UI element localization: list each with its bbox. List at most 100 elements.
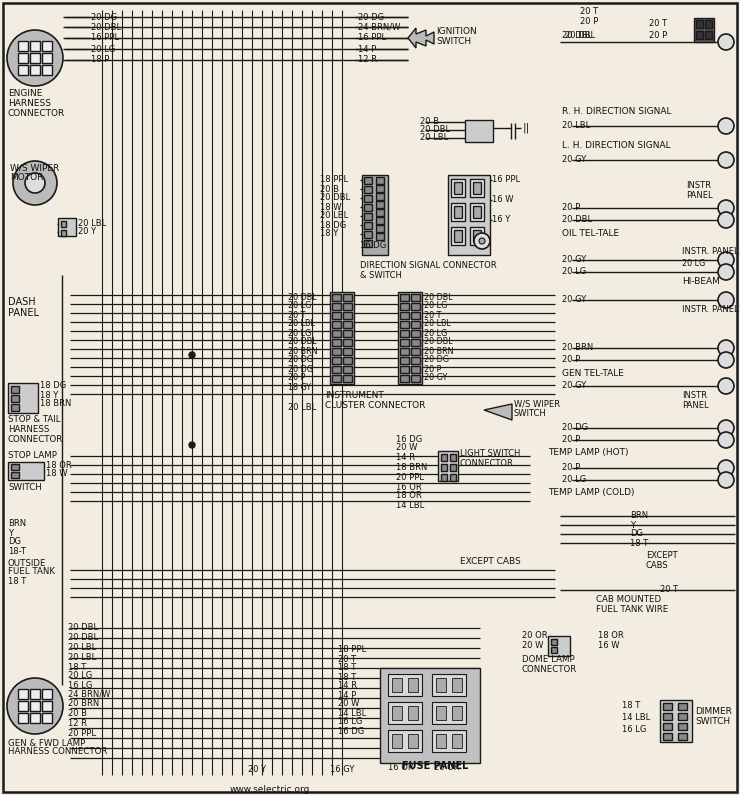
Text: TEMP LAMP (HOT): TEMP LAMP (HOT): [548, 448, 628, 456]
Bar: [450, 464, 456, 471]
Circle shape: [718, 460, 734, 476]
Bar: [705, 20, 712, 28]
Text: 20 LG: 20 LG: [562, 475, 586, 484]
Bar: [332, 348, 341, 355]
Text: 20 LBL: 20 LBL: [68, 642, 96, 651]
Text: CONNECTOR: CONNECTOR: [522, 665, 577, 674]
Text: 20 DBL: 20 DBL: [562, 30, 592, 40]
Text: 20 DG: 20 DG: [424, 355, 449, 364]
Bar: [376, 185, 384, 192]
Text: 20 DBL: 20 DBL: [68, 622, 98, 631]
Bar: [30, 713, 40, 723]
Text: 20 BRN: 20 BRN: [288, 347, 317, 355]
Bar: [11, 472, 19, 478]
Text: INSTR. PANEL: INSTR. PANEL: [682, 305, 739, 315]
Circle shape: [718, 34, 734, 50]
Text: 18 W: 18 W: [320, 203, 341, 211]
Text: 20 LG: 20 LG: [424, 301, 447, 311]
Bar: [343, 321, 352, 328]
Text: 20 LG: 20 LG: [288, 328, 312, 338]
Bar: [11, 464, 19, 470]
Text: 20 DG: 20 DG: [358, 13, 384, 21]
Text: STOP & TAIL: STOP & TAIL: [8, 416, 61, 425]
Bar: [392, 678, 402, 692]
Text: 16 Y: 16 Y: [492, 215, 511, 224]
Circle shape: [718, 292, 734, 308]
Text: DOME LAMP: DOME LAMP: [522, 656, 575, 665]
Text: 20 DBL: 20 DBL: [288, 338, 317, 347]
Bar: [436, 678, 446, 692]
Text: OUTSIDE: OUTSIDE: [8, 559, 47, 568]
Bar: [678, 723, 687, 730]
Bar: [42, 41, 52, 51]
Text: 20 GY: 20 GY: [424, 374, 447, 382]
Text: 20 LG: 20 LG: [288, 301, 312, 311]
Text: EXCEPT: EXCEPT: [646, 552, 678, 560]
Polygon shape: [408, 28, 434, 48]
Bar: [408, 678, 418, 692]
Bar: [473, 230, 481, 242]
Bar: [343, 348, 352, 355]
Bar: [473, 182, 481, 194]
Bar: [411, 357, 420, 364]
Text: SWITCH: SWITCH: [514, 409, 547, 418]
Text: 20 DBL: 20 DBL: [68, 633, 98, 642]
Text: CONNECTOR: CONNECTOR: [460, 459, 514, 467]
Text: 24 BRN/W: 24 BRN/W: [68, 689, 110, 699]
Text: 20 T: 20 T: [338, 654, 356, 664]
Bar: [705, 31, 712, 39]
Text: 20 DBL: 20 DBL: [562, 215, 592, 224]
Text: DIRECTION SIGNAL CONNECTOR: DIRECTION SIGNAL CONNECTOR: [360, 261, 497, 270]
Bar: [441, 464, 447, 471]
Bar: [364, 177, 372, 184]
Text: STOP LAMP: STOP LAMP: [8, 452, 57, 460]
Text: 20 P: 20 P: [424, 364, 441, 374]
Bar: [343, 339, 352, 346]
Text: 20 T: 20 T: [424, 311, 441, 320]
Text: 16 PPL: 16 PPL: [91, 33, 119, 42]
Bar: [408, 734, 418, 748]
Text: 18 DG: 18 DG: [320, 220, 346, 230]
Bar: [332, 312, 341, 319]
Circle shape: [7, 678, 63, 734]
Bar: [376, 193, 384, 200]
Bar: [411, 375, 420, 382]
Text: 14 LBL: 14 LBL: [338, 708, 366, 718]
Text: INSTRUMENT: INSTRUMENT: [325, 390, 384, 400]
Bar: [663, 733, 672, 740]
Text: 18 W: 18 W: [46, 470, 67, 479]
Bar: [450, 454, 456, 461]
Text: 16 W: 16 W: [598, 642, 619, 650]
Text: 16 LG: 16 LG: [338, 718, 363, 727]
Text: 16 DG: 16 DG: [338, 727, 364, 736]
Text: 20 DBL: 20 DBL: [565, 30, 595, 40]
Bar: [452, 734, 462, 748]
Bar: [411, 339, 420, 346]
Bar: [678, 713, 687, 720]
Bar: [696, 20, 703, 28]
Text: 20 LG: 20 LG: [562, 267, 586, 277]
Bar: [332, 339, 341, 346]
Bar: [362, 175, 388, 255]
Text: 20 DG: 20 DG: [562, 424, 588, 432]
Text: 18 T: 18 T: [8, 577, 26, 587]
Bar: [376, 233, 384, 240]
Text: 18 BRN: 18 BRN: [40, 400, 71, 409]
Text: ENGINE: ENGINE: [8, 88, 42, 98]
Text: DASH: DASH: [8, 297, 36, 307]
Bar: [400, 339, 409, 346]
Bar: [470, 203, 484, 221]
Text: 20 LBL: 20 LBL: [288, 320, 315, 328]
Bar: [454, 206, 462, 218]
Bar: [388, 702, 422, 724]
Text: EXCEPT CABS: EXCEPT CABS: [460, 556, 521, 565]
Bar: [30, 53, 40, 63]
Bar: [376, 225, 384, 232]
Bar: [436, 706, 446, 720]
Bar: [364, 204, 372, 211]
Bar: [696, 31, 703, 39]
Bar: [441, 474, 447, 481]
Bar: [380, 668, 480, 763]
Text: LIGHT SWITCH: LIGHT SWITCH: [460, 448, 520, 457]
Bar: [400, 294, 409, 301]
